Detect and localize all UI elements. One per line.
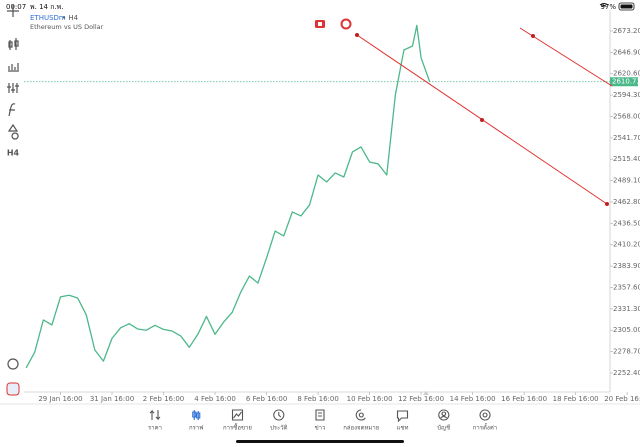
y-tick-label: 2331.30: [613, 305, 640, 313]
function-tool[interactable]: [8, 103, 16, 117]
tab-icon[interactable]: [479, 409, 491, 421]
y-tick-label: 2541.70: [613, 134, 640, 142]
trade-button-buy[interactable]: [340, 18, 352, 30]
settings-tool[interactable]: [7, 83, 19, 93]
tab-label[interactable]: แชท: [397, 425, 409, 432]
y-tick-label: 2620.60: [613, 70, 640, 78]
y-tick-label: 2252.40: [613, 369, 640, 377]
left-toolbar: [7, 5, 19, 370]
y-tick-label: 2462.80: [613, 198, 640, 206]
last-price-label: 2610.73: [612, 78, 640, 86]
y-tick-label: 2646.90: [613, 48, 640, 56]
tab-icon[interactable]: [231, 409, 244, 421]
y-tick-label: 2568.00: [613, 112, 640, 120]
chart-type-tool[interactable]: [8, 38, 19, 50]
tab-icon[interactable]: [438, 409, 450, 421]
tab-label[interactable]: การตั้งค่า: [473, 422, 497, 432]
y-tick-label: 2305.00: [613, 326, 640, 334]
y-tick-label: 2357.60: [613, 283, 640, 291]
indicators-tool[interactable]: [8, 63, 19, 72]
battery-level: [620, 4, 633, 9]
tab-label[interactable]: ประวัติ: [270, 425, 288, 432]
tab-bar: ราคา กราฟ การซื้อขาย ประวัติ ข่าว กล่องจดหมาย…: [148, 409, 497, 443]
tab-label[interactable]: กล่องจดหมาย: [343, 425, 379, 432]
y-tick-label: 2436.50: [613, 219, 640, 227]
tab-icon[interactable]: [396, 410, 409, 423]
tab-icon[interactable]: [273, 409, 285, 421]
scroll-marker: [423, 391, 429, 395]
tab-label[interactable]: ข่าว: [315, 425, 326, 432]
x-tick-label: 20 Feb 16:00: [604, 395, 640, 403]
price-line: [25, 24, 431, 369]
x-tick-label: 18 Feb 16:00: [553, 395, 599, 403]
objects-tool[interactable]: [7, 123, 19, 140]
y-tick-label: 2489.10: [613, 177, 640, 185]
trend-handle[interactable]: [531, 34, 535, 38]
tab-label[interactable]: กราฟ: [189, 425, 203, 432]
x-tick-label: 14 Feb 16:00: [450, 395, 496, 403]
tab-label[interactable]: บัญชี: [437, 424, 450, 432]
x-tick-label: 29 Jan 16:00: [38, 395, 82, 403]
x-tick-label: 16 Feb 16:00: [501, 395, 547, 403]
tab-icon[interactable]: [149, 409, 161, 421]
y-tick-label: 2515.40: [613, 155, 640, 163]
symbol[interactable]: ETHUSDm: [30, 14, 66, 22]
x-tick-label: 8 Feb 16:00: [297, 395, 338, 403]
battery-icon: [618, 2, 635, 11]
trend-handle[interactable]: [605, 202, 609, 206]
trend-handle[interactable]: [480, 118, 484, 122]
y-tick-label: 2594.30: [613, 91, 640, 99]
plot-area: 2673.20 2646.90 2620.60 2594.30 2568.00 2541.…: [24, 24, 640, 403]
x-tick-label: 12 Feb 16:00: [398, 395, 444, 403]
x-tick-label: 6 Feb 16:00: [246, 395, 287, 403]
x-tick-label: 4 Feb 16:00: [194, 395, 235, 403]
last-price-box: [610, 77, 638, 87]
tab-label[interactable]: ราคา: [148, 425, 162, 432]
x-tick-label: 31 Jan 16:00: [90, 395, 134, 403]
trend-line[interactable]: [519, 27, 613, 87]
x-tick-label: 10 Feb 16:00: [347, 395, 393, 403]
timeframe-tool[interactable]: H4: [7, 149, 20, 158]
trend-handle[interactable]: [355, 33, 359, 37]
timeframe: • H4: [62, 14, 79, 22]
y-tick-label: 2673.20: [613, 27, 640, 35]
tab-icon[interactable]: [355, 409, 366, 421]
status-time: 00:07: [6, 3, 26, 11]
broker-icon[interactable]: [6, 382, 20, 396]
wifi-icon: [599, 3, 609, 7]
status-date: พ. 14 ก.พ.: [30, 3, 64, 11]
trade-button-icon: [318, 22, 322, 26]
status-battery: 97%: [600, 3, 616, 11]
tab-icon[interactable]: [315, 409, 325, 421]
home-indicator: [236, 440, 404, 443]
trend-lines[interactable]: [355, 27, 613, 206]
y-tick-label: 2383.90: [613, 262, 640, 270]
x-tick-label: 2 Feb 16:00: [143, 395, 184, 403]
y-tick-label: 2278.70: [613, 348, 640, 356]
tab-label[interactable]: การซื้อขาย: [223, 422, 252, 432]
symbol-description: Ethereum vs US Dollar: [30, 23, 104, 31]
tab-icon[interactable]: [192, 410, 201, 420]
search-tool[interactable]: [7, 358, 19, 370]
crosshair-tool[interactable]: [7, 5, 19, 17]
y-tick-label: 2410.20: [613, 241, 640, 249]
